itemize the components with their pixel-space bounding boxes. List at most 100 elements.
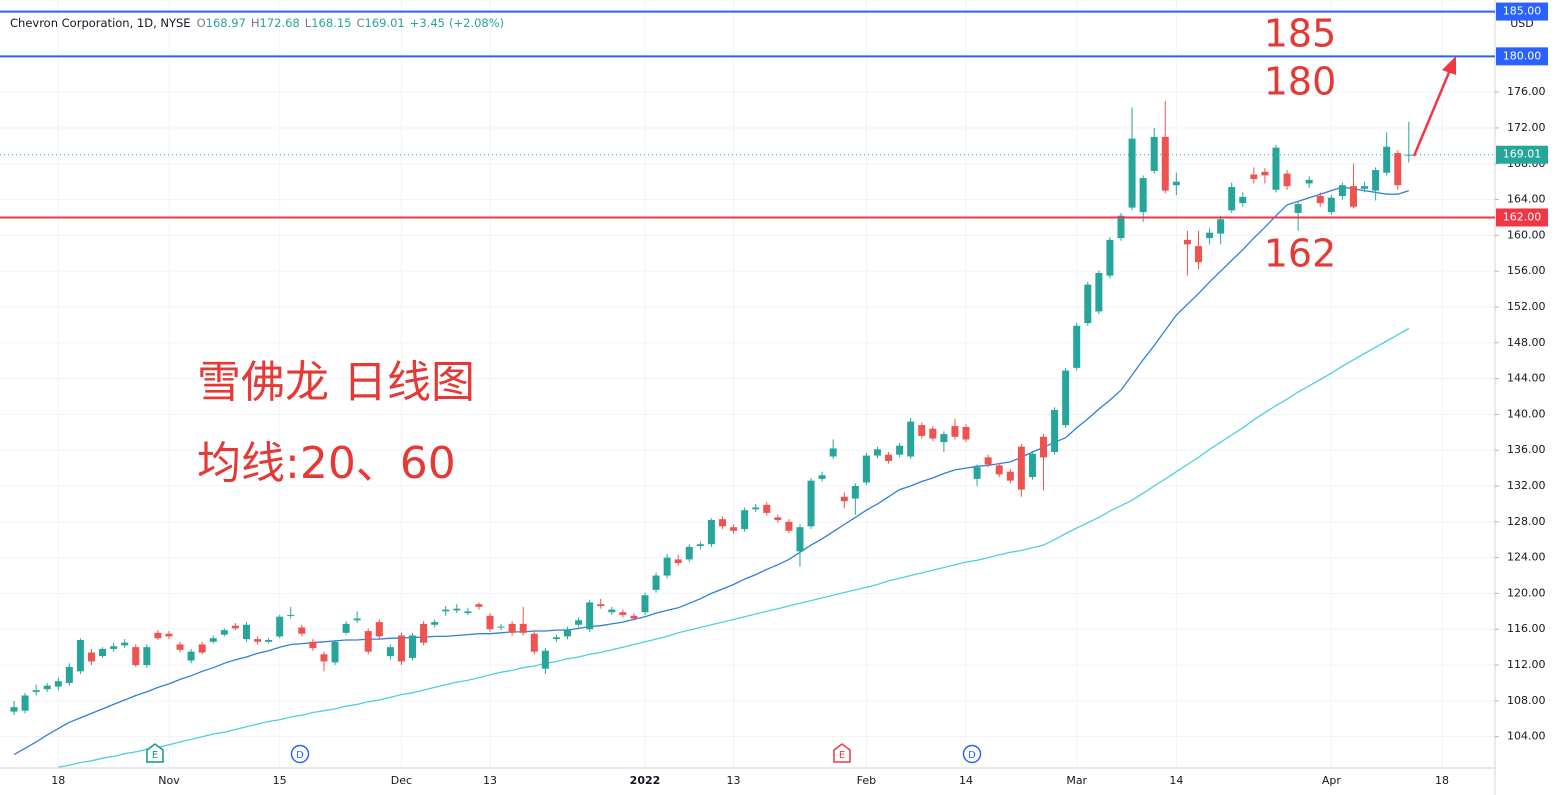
x-tick-label: 15 — [273, 774, 287, 787]
candle-body — [453, 608, 461, 611]
candle-body — [298, 627, 306, 634]
candle-body — [586, 602, 594, 630]
candle-body — [1294, 204, 1302, 213]
candle-body — [1239, 196, 1247, 204]
candle-body — [696, 544, 704, 546]
y-tick-label: 120.00 — [1507, 586, 1546, 599]
price-label-bg — [1496, 145, 1548, 164]
y-tick-label: 136.00 — [1507, 443, 1546, 456]
candle-body — [885, 454, 893, 461]
x-tick-label: Mar — [1066, 774, 1087, 787]
price-label: 169.01 — [1503, 148, 1542, 161]
candle-body — [984, 457, 992, 465]
candle-body — [209, 638, 217, 642]
candle-body — [1327, 197, 1335, 213]
candle-body — [10, 707, 18, 712]
candle-body — [652, 575, 660, 590]
candle-body — [685, 546, 693, 560]
x-tick-label: 18 — [51, 774, 65, 787]
event-icon: D — [962, 744, 982, 764]
candle-body — [862, 455, 870, 483]
candle-body — [973, 467, 981, 479]
candle-body — [840, 496, 848, 502]
candle-body — [940, 434, 948, 443]
candle-body — [1028, 453, 1036, 478]
annotation: 均线:20、60 — [197, 438, 456, 489]
candle-body — [464, 611, 472, 614]
candle-body — [1383, 146, 1391, 173]
event-icon: E — [833, 743, 851, 763]
l-value: 168.15 — [311, 16, 351, 30]
symbol: Chevron Corporation, 1D, NYSE — [10, 16, 191, 30]
candle-body — [873, 449, 881, 456]
candle-body — [442, 609, 450, 612]
candle-body — [1161, 136, 1169, 191]
candle-body — [99, 648, 107, 657]
y-tick-label: 164.00 — [1507, 193, 1546, 206]
candle-body — [397, 635, 405, 662]
h-value: 172.68 — [260, 16, 300, 30]
candle-body — [364, 631, 372, 652]
event-label: D — [968, 750, 976, 761]
candle-body — [254, 639, 262, 642]
candle-body — [807, 480, 815, 527]
candle-body — [375, 622, 383, 637]
candle-body — [1338, 185, 1346, 196]
chart-header: Chevron Corporation, 1D, NYSE O168.97 H172… — [10, 16, 504, 30]
candle-body — [1172, 181, 1180, 186]
candle-body — [519, 623, 527, 633]
candle-body — [1361, 186, 1369, 189]
candle-body — [143, 647, 151, 666]
candle-body — [420, 623, 428, 643]
event-icon: E — [146, 743, 164, 763]
change-pct: (+2.08%) — [449, 16, 504, 30]
candle-body — [641, 595, 649, 613]
candle-body — [619, 612, 627, 615]
x-tick-label: Dec — [391, 774, 412, 787]
event-icon: D — [290, 744, 310, 764]
candle-body — [575, 620, 583, 625]
candle-body — [995, 465, 1003, 475]
candle-body — [110, 646, 118, 649]
candle-body — [409, 635, 417, 658]
candle-body — [1283, 173, 1291, 187]
candle-body — [1017, 446, 1025, 490]
candle-body — [65, 666, 73, 683]
candle-body — [43, 685, 51, 690]
candle-body — [276, 616, 284, 637]
level-label-bg — [1496, 208, 1548, 227]
candle-body — [918, 425, 926, 436]
o-label: O — [197, 16, 206, 30]
candle-body — [497, 626, 505, 628]
candle-body — [87, 652, 95, 662]
candle-body — [1349, 186, 1357, 207]
candle-body — [309, 641, 317, 649]
y-tick-label: 160.00 — [1507, 228, 1546, 241]
candle-body — [1106, 239, 1114, 276]
candle-body — [1206, 232, 1214, 239]
moving-average — [58, 327, 1410, 768]
c-value: 169.01 — [365, 16, 405, 30]
y-tick-label: 156.00 — [1507, 264, 1546, 277]
candle-body — [1128, 138, 1136, 208]
event-label: E — [152, 750, 158, 761]
candle-body — [663, 557, 671, 576]
candle-body — [674, 559, 682, 564]
y-tick-label: 108.00 — [1507, 694, 1546, 707]
candle-body — [32, 690, 40, 692]
level-label: 180.00 — [1503, 49, 1542, 62]
candle-body — [763, 504, 771, 513]
candle-body — [962, 426, 970, 440]
candle-body — [530, 633, 538, 652]
candle-body — [1272, 147, 1280, 190]
candle-body — [353, 618, 361, 621]
event-label: D — [296, 750, 304, 761]
candle-body — [1250, 174, 1258, 179]
candle-body — [796, 527, 804, 552]
candle-body — [121, 642, 129, 646]
candle-body — [730, 527, 738, 531]
candle-body — [1183, 239, 1191, 245]
candle-body — [1261, 171, 1269, 176]
y-tick-label: 104.00 — [1507, 730, 1546, 743]
